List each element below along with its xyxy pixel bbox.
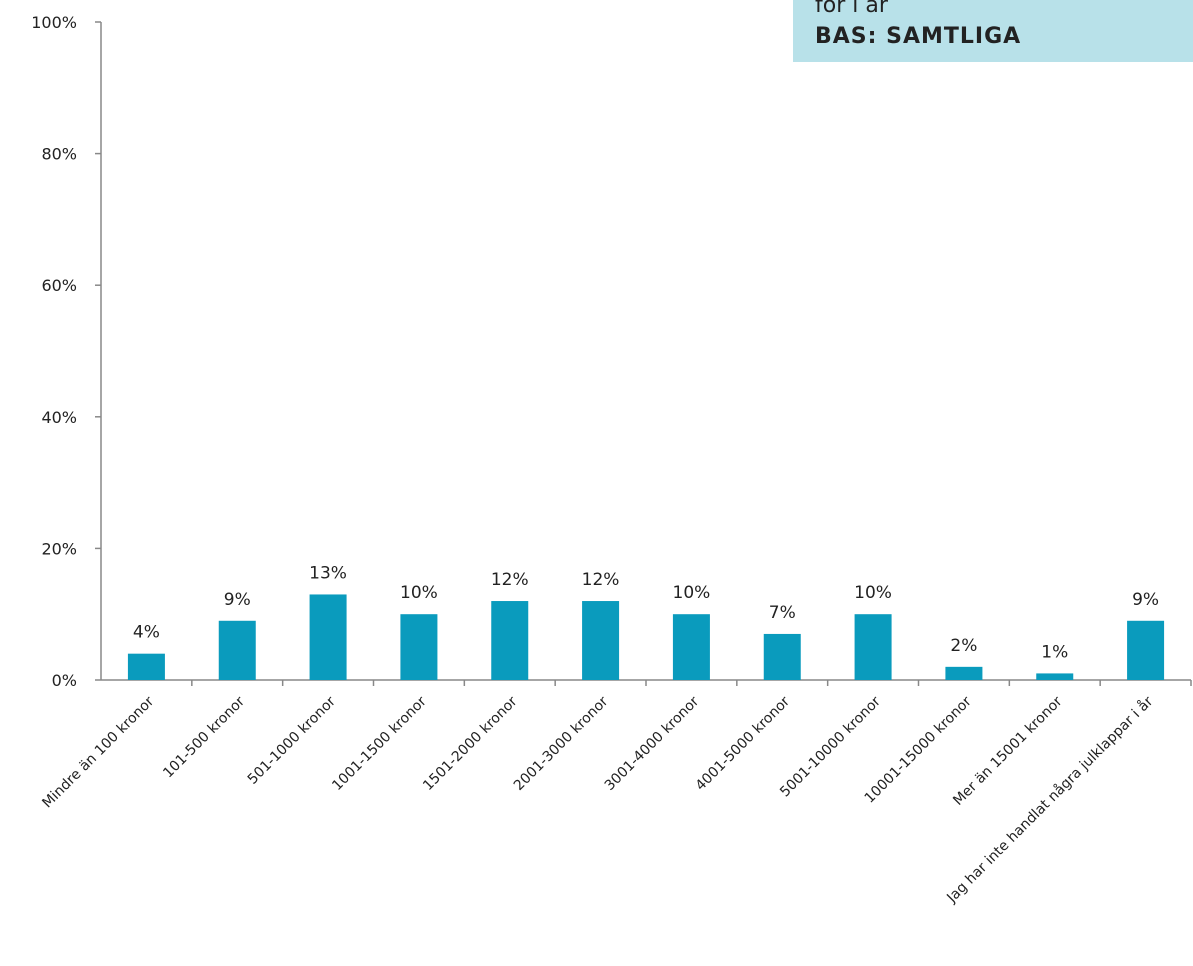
x-tick-label: 4001-5000 kronor (693, 693, 794, 794)
x-tick-label: 1501-2000 kronor (420, 693, 521, 794)
bar (672, 614, 710, 680)
bar (945, 666, 983, 680)
bar (127, 653, 165, 680)
x-tick-label: 501-1000 kronor (245, 693, 339, 787)
value-label: 2% (950, 636, 977, 656)
y-tick-label: 60% (41, 276, 77, 295)
value-label: 4% (133, 623, 160, 643)
bar (582, 601, 620, 680)
value-label: 9% (224, 590, 251, 610)
bar (1036, 673, 1074, 680)
y-tick-label: 80% (41, 145, 77, 164)
value-label: 12% (491, 570, 529, 590)
y-tick-label: 40% (41, 408, 77, 427)
y-tick-label: 100% (31, 13, 77, 32)
x-tick-label: Jag har inte handlat några julklappar i … (943, 693, 1157, 907)
value-label: 12% (582, 570, 620, 590)
x-tick-label: 1001-1500 kronor (329, 693, 430, 794)
bar (763, 633, 801, 680)
x-tick-label: Mindre än 100 kronor (39, 693, 157, 811)
y-tick-label: 20% (41, 539, 77, 558)
x-tick-label: 101-500 kronor (160, 693, 248, 781)
value-label: 10% (673, 583, 711, 603)
value-label: 10% (400, 583, 438, 603)
value-label: 13% (309, 563, 347, 583)
value-label: 10% (854, 583, 892, 603)
bar (400, 614, 438, 680)
bar (1127, 620, 1165, 680)
bar (309, 594, 347, 680)
bar (854, 614, 892, 680)
value-label: 7% (769, 603, 796, 623)
box-text: BAS: SAMTLIGA (815, 24, 1021, 49)
x-tick-label: 5001-10000 kronor (777, 693, 884, 800)
box-text: för i år (815, 0, 889, 18)
x-tick-label: 2001-3000 kronor (511, 693, 612, 794)
x-tick-label: 3001-4000 kronor (602, 693, 703, 794)
y-tick-label: 0% (52, 671, 77, 690)
bar (218, 620, 256, 680)
value-label: 9% (1132, 590, 1159, 610)
info-box (793, 0, 1193, 62)
bar (491, 601, 529, 680)
value-label: 1% (1041, 642, 1068, 662)
